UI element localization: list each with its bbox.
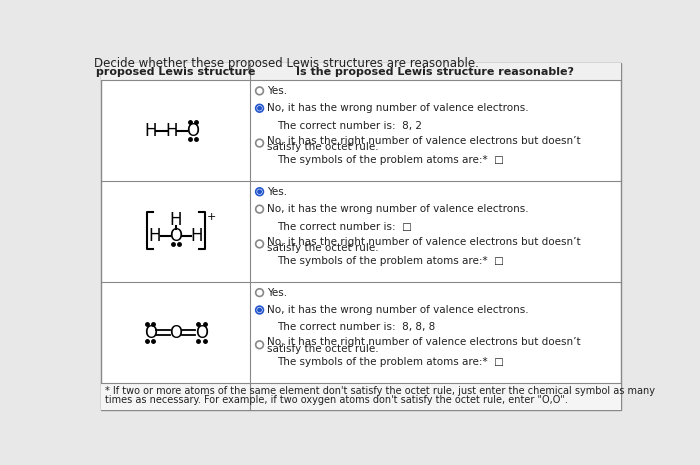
Circle shape [257,189,262,194]
Text: No, it has the right number of valence electrons but doesn’t: No, it has the right number of valence e… [267,338,581,347]
Text: The symbols of the problem atoms are:*  □: The symbols of the problem atoms are:* □ [276,357,503,367]
Text: +: + [207,213,216,222]
Text: No, it has the right number of valence electrons but doesn’t: No, it has the right number of valence e… [267,237,581,246]
Text: H: H [166,122,179,140]
Text: O: O [169,324,182,342]
Text: No, it has the wrong number of valence electrons.: No, it has the wrong number of valence e… [267,103,529,113]
Text: O: O [169,226,182,245]
Text: The correct number is:  8, 8, 8: The correct number is: 8, 8, 8 [276,322,435,332]
Text: times as necessary. For example, if two oxygen atoms don't satisfy the octet rul: times as necessary. For example, if two … [104,395,568,405]
Text: H: H [190,226,203,245]
Text: satisfy the octet rule.: satisfy the octet rule. [267,344,379,354]
Text: O: O [144,324,157,342]
Text: * If two or more atoms of the same element don't satisfy the octet rule, just en: * If two or more atoms of the same eleme… [104,386,654,396]
Text: The symbols of the problem atoms are:*  □: The symbols of the problem atoms are:* □ [276,256,503,266]
Circle shape [257,106,262,111]
Text: H: H [148,226,161,245]
Text: proposed Lewis structure: proposed Lewis structure [96,67,256,77]
Text: satisfy the octet rule.: satisfy the octet rule. [267,243,379,253]
Text: No, it has the right number of valence electrons but doesn’t: No, it has the right number of valence e… [267,136,581,146]
Bar [102,64,621,80]
Text: O: O [186,122,200,140]
Text: H: H [145,122,158,140]
Text: O: O [195,324,208,342]
Text: The symbols of the problem atoms are:*  □: The symbols of the problem atoms are:* □ [276,155,503,166]
Text: No, it has the wrong number of valence electrons.: No, it has the wrong number of valence e… [267,305,529,315]
Bar [102,383,621,410]
Text: Yes.: Yes. [267,187,288,197]
Text: Is the proposed Lewis structure reasonable?: Is the proposed Lewis structure reasonab… [297,67,575,77]
Text: Yes.: Yes. [267,288,288,298]
Text: satisfy the octet rule.: satisfy the octet rule. [267,142,379,152]
Text: No, it has the wrong number of valence electrons.: No, it has the wrong number of valence e… [267,204,529,214]
Text: Yes.: Yes. [267,86,288,96]
Text: The correct number is:  8, 2: The correct number is: 8, 2 [276,120,421,131]
Text: H: H [169,211,182,229]
Text: Decide whether these proposed Lewis structures are reasonable.: Decide whether these proposed Lewis stru… [94,57,479,70]
Circle shape [257,307,262,312]
Text: The correct number is:  □: The correct number is: □ [276,221,412,232]
